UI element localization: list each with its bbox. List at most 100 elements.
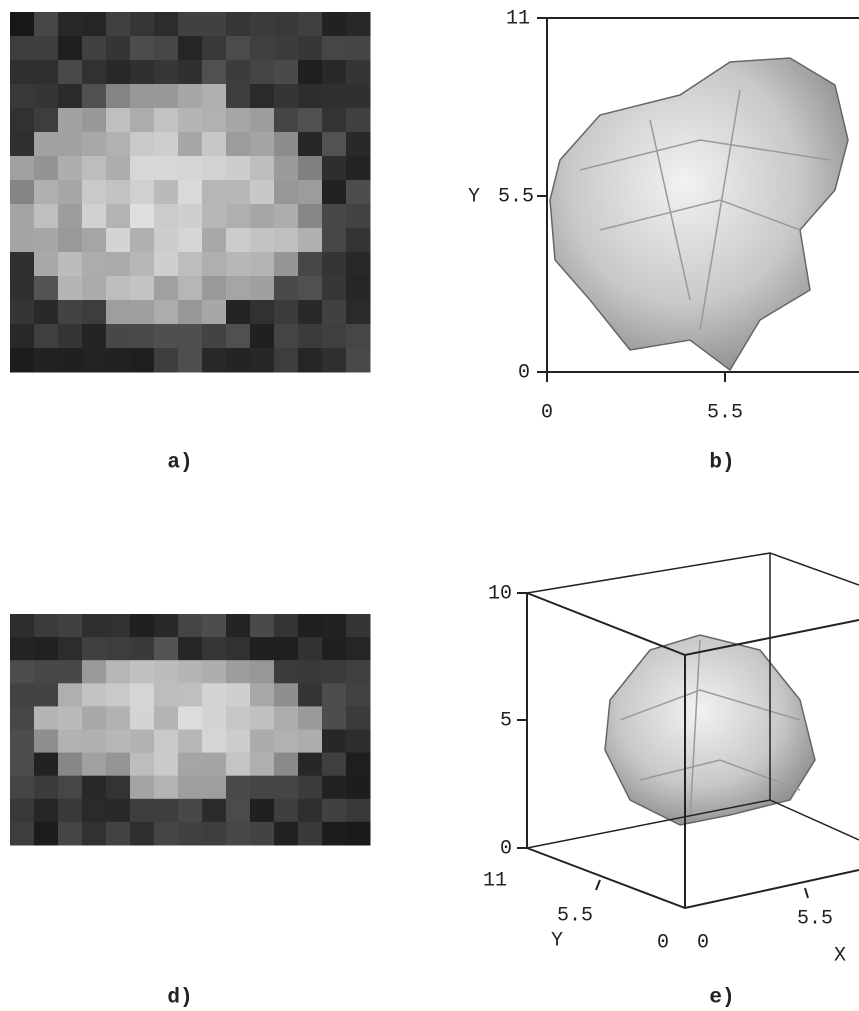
pixel bbox=[34, 180, 59, 205]
pixel bbox=[226, 84, 251, 109]
y-axis-label: Y bbox=[551, 929, 563, 952]
pixel bbox=[58, 822, 83, 846]
pixel bbox=[154, 84, 179, 109]
pixel bbox=[130, 637, 155, 661]
pixel bbox=[154, 683, 179, 707]
pixel bbox=[178, 730, 203, 754]
pixel bbox=[58, 706, 83, 730]
pixel bbox=[58, 730, 83, 754]
pixel bbox=[202, 132, 227, 157]
pixel bbox=[10, 252, 35, 277]
pixel-image-a bbox=[10, 12, 371, 373]
pixel bbox=[202, 637, 227, 661]
pixel bbox=[58, 637, 83, 661]
pixel bbox=[82, 276, 107, 301]
pixel bbox=[202, 324, 227, 349]
pixel bbox=[58, 12, 83, 37]
pixel bbox=[154, 36, 179, 61]
pixel bbox=[10, 683, 35, 707]
pixel bbox=[202, 228, 227, 253]
x-tick-label: 0 bbox=[541, 401, 553, 424]
pixel bbox=[226, 614, 251, 638]
pixel bbox=[58, 276, 83, 301]
pixel bbox=[130, 108, 155, 133]
pixel bbox=[346, 348, 371, 373]
pixel bbox=[178, 108, 203, 133]
box-edge bbox=[527, 848, 859, 908]
pixel bbox=[130, 276, 155, 301]
pixel bbox=[298, 706, 323, 730]
pixel bbox=[178, 276, 203, 301]
pixel bbox=[10, 776, 35, 800]
pixel bbox=[178, 36, 203, 61]
box-edge bbox=[527, 553, 859, 593]
pixel bbox=[178, 180, 203, 205]
pixel bbox=[178, 252, 203, 277]
pixel bbox=[82, 730, 107, 754]
pixel bbox=[82, 228, 107, 253]
pixel bbox=[34, 706, 59, 730]
pixel bbox=[226, 12, 251, 37]
pixel bbox=[106, 324, 131, 349]
pixel bbox=[58, 614, 83, 638]
pixel bbox=[274, 108, 299, 133]
pixel bbox=[226, 637, 251, 661]
pixel bbox=[250, 348, 275, 373]
pixel bbox=[298, 614, 323, 638]
pixel bbox=[322, 324, 347, 349]
pixel bbox=[10, 156, 35, 181]
pixel bbox=[178, 799, 203, 823]
pixel bbox=[154, 300, 179, 325]
pixel bbox=[106, 108, 131, 133]
pixel bbox=[130, 822, 155, 846]
x-tick-label: 5.5 bbox=[797, 907, 833, 930]
pixel bbox=[178, 324, 203, 349]
pixel bbox=[274, 753, 299, 777]
pixel bbox=[130, 660, 155, 684]
pixel bbox=[298, 753, 323, 777]
pixel bbox=[250, 753, 275, 777]
y-tick-label: 11 bbox=[506, 7, 530, 30]
surface-render bbox=[605, 635, 815, 825]
pixel bbox=[178, 228, 203, 253]
pixel bbox=[106, 12, 131, 37]
pixel bbox=[274, 132, 299, 157]
pixel bbox=[82, 84, 107, 109]
pixel bbox=[130, 730, 155, 754]
z-tick-label: 10 bbox=[488, 582, 512, 605]
pixel bbox=[154, 822, 179, 846]
pixel bbox=[202, 276, 227, 301]
pixel bbox=[34, 60, 59, 85]
pixel bbox=[346, 12, 371, 37]
pixel bbox=[202, 799, 227, 823]
pixel bbox=[322, 822, 347, 846]
pixel bbox=[250, 637, 275, 661]
pixel bbox=[82, 156, 107, 181]
pixel bbox=[10, 637, 35, 661]
pixel bbox=[154, 776, 179, 800]
pixel bbox=[346, 799, 371, 823]
pixel bbox=[106, 348, 131, 373]
pixel bbox=[10, 276, 35, 301]
pixel bbox=[10, 660, 35, 684]
pixel bbox=[202, 614, 227, 638]
pixel bbox=[226, 348, 251, 373]
pixel bbox=[106, 660, 131, 684]
x-tick-label: 0 bbox=[697, 931, 709, 954]
pixel bbox=[130, 84, 155, 109]
pixel bbox=[322, 300, 347, 325]
pixel bbox=[34, 228, 59, 253]
pixel bbox=[322, 706, 347, 730]
pixel bbox=[130, 156, 155, 181]
pixel bbox=[298, 108, 323, 133]
pixel bbox=[154, 276, 179, 301]
pixel bbox=[202, 730, 227, 754]
pixel bbox=[130, 614, 155, 638]
pixel bbox=[154, 60, 179, 85]
pixel bbox=[298, 276, 323, 301]
pixel bbox=[34, 156, 59, 181]
pixel bbox=[298, 132, 323, 157]
pixel bbox=[34, 348, 59, 373]
pixel bbox=[10, 300, 35, 325]
pixel bbox=[178, 753, 203, 777]
